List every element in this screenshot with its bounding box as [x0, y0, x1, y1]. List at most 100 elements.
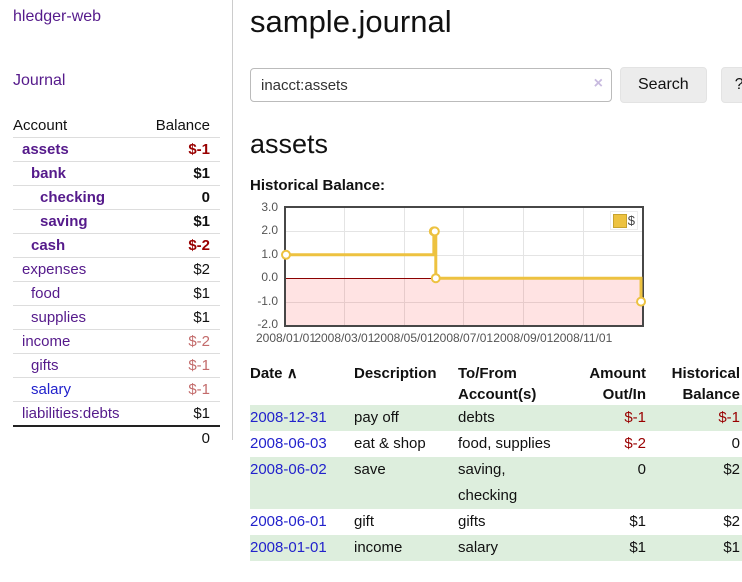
data-point-marker[interactable] — [430, 273, 441, 284]
table-row: income $-2 — [13, 329, 220, 354]
date-link[interactable]: 2008-06-02 — [250, 461, 327, 478]
txn-description: save — [354, 461, 386, 478]
v-gridline — [523, 208, 525, 325]
txn-balance: $1 — [723, 539, 740, 556]
txn-accounts: saving, checking — [458, 461, 518, 504]
data-point-marker[interactable] — [636, 296, 647, 307]
register-header-date[interactable]: Date ∧ — [250, 365, 298, 382]
date-link[interactable]: 2008-12-31 — [250, 409, 327, 426]
main-content: sample.journal × Search ? assets Histori… — [233, 0, 742, 561]
x-axis-tick: 2008/11/01 — [553, 331, 613, 345]
help-button[interactable]: ? — [720, 67, 742, 103]
register-table: Date ∧ Description To/From Account(s) Am… — [250, 363, 742, 561]
txn-balance: $-1 — [718, 409, 740, 426]
accounts-table: Account Balance assets $-1 bank $1 check… — [13, 114, 220, 450]
table-row: 2008-06-03 eat & shop food, supplies $-2… — [250, 431, 742, 457]
x-axis-tick: 2008/05/01 — [373, 331, 434, 345]
table-row: cash $-2 — [13, 233, 220, 258]
account-link-liabilities-debts[interactable]: liabilities:debts — [22, 405, 120, 422]
txn-description: pay off — [354, 409, 399, 426]
y-axis-tick: 1.0 — [261, 246, 278, 261]
v-gridline — [463, 208, 465, 325]
search-button[interactable]: Search — [620, 67, 707, 103]
account-link-supplies[interactable]: supplies — [31, 309, 87, 326]
app-window: hledger-web Journal Account Balance asse… — [0, 0, 742, 561]
account-link-cash[interactable]: cash — [31, 237, 66, 254]
account-balance: $-1 — [142, 353, 220, 378]
txn-amount: $-1 — [624, 409, 646, 426]
table-row: 2008-12-31 pay off debts $-1 $-1 — [250, 405, 742, 431]
account-link-salary[interactable]: salary — [31, 381, 72, 398]
table-row: gifts $-1 — [13, 353, 220, 378]
chart-title: Historical Balance: — [250, 177, 386, 194]
txn-amount: $-2 — [624, 435, 646, 452]
historical-balance-chart[interactable]: $3.0 2.0 1.0 0.0 -1.0 -2.0 2008/01/01 2008/03/0… — [250, 200, 650, 347]
account-balance: $-1 — [142, 377, 220, 402]
x-axis-tick: 2008/01/01 — [255, 331, 317, 345]
account-link-saving[interactable]: saving — [40, 213, 88, 230]
table-row: supplies $1 — [13, 305, 220, 330]
txn-accounts: food, supplies — [458, 435, 551, 452]
account-balance: $1 — [142, 161, 220, 186]
table-row: liabilities:debts $1 — [13, 401, 220, 426]
x-axis-tick: 2008/03/01 — [314, 331, 375, 345]
y-axis-tick: -1.0 — [257, 293, 278, 308]
account-heading: assets — [250, 129, 329, 159]
clear-search-icon[interactable]: × — [593, 75, 603, 92]
account-balance: $-2 — [142, 329, 220, 354]
sidebar-item-journal[interactable]: Journal — [13, 72, 66, 89]
table-row: bank $1 — [13, 161, 220, 186]
account-link-expenses[interactable]: expenses — [22, 261, 87, 278]
accounts-total-row: 0 — [13, 425, 220, 450]
search-box: × — [250, 68, 612, 102]
sidebar-nav: Journal — [13, 72, 232, 90]
account-balance: $1 — [142, 281, 220, 306]
negative-region — [286, 278, 642, 325]
table-row: food $1 — [13, 281, 220, 306]
register-header-amount: Amount Out/In — [589, 365, 646, 403]
account-link-bank[interactable]: bank — [31, 165, 67, 182]
date-link[interactable]: 2008-06-03 — [250, 435, 327, 452]
y-axis-tick: 3.0 — [261, 200, 278, 214]
brand-link[interactable]: hledger-web — [13, 8, 102, 25]
data-point-marker[interactable] — [429, 226, 440, 237]
page-title: sample.journal — [250, 4, 452, 39]
accounts-header-account: Account — [13, 117, 68, 134]
account-balance: $-2 — [142, 233, 220, 258]
txn-accounts: debts — [458, 409, 495, 426]
register-header-row: Date ∧ Description To/From Account(s) Am… — [250, 363, 742, 405]
account-balance: $-1 — [142, 137, 220, 162]
date-link[interactable]: 2008-01-01 — [250, 539, 327, 556]
account-link-checking[interactable]: checking — [40, 189, 106, 206]
txn-balance: $2 — [723, 513, 740, 530]
account-link-gifts[interactable]: gifts — [31, 357, 59, 374]
table-row: assets $-1 — [13, 137, 220, 162]
account-balance: 0 — [142, 185, 220, 210]
data-point-marker[interactable] — [281, 249, 291, 260]
chart-plot-area: $ — [281, 206, 647, 327]
accounts-header-balance: Balance — [155, 117, 210, 134]
account-link-assets[interactable]: assets — [22, 141, 69, 158]
series-line — [286, 229, 643, 302]
table-row: saving $1 — [13, 209, 220, 234]
account-link-income[interactable]: income — [22, 333, 71, 350]
y-axis-tick: 2.0 — [261, 223, 278, 238]
sort-asc-icon: ∧ — [286, 365, 298, 382]
v-gridline — [344, 208, 346, 325]
chart-legend: $ — [609, 211, 638, 230]
date-link[interactable]: 2008-06-01 — [250, 513, 327, 530]
search-input[interactable] — [250, 68, 612, 102]
table-row: 2008-06-01 gift gifts $1 $2 — [250, 509, 742, 535]
table-row: salary $-1 — [13, 377, 220, 402]
series-layer — [281, 226, 647, 307]
table-row: expenses $2 — [13, 257, 220, 282]
account-link-food[interactable]: food — [31, 285, 61, 302]
register-header-balance: Historical Balance — [671, 365, 740, 403]
y-axis-tick: -2.0 — [257, 317, 278, 331]
account-balance: $1 — [142, 401, 220, 426]
sidebar: hledger-web Journal Account Balance asse… — [0, 0, 233, 450]
register-header-accounts: To/From Account(s) — [458, 365, 537, 403]
y-axis-tick: 0.0 — [261, 270, 278, 285]
table-row: checking 0 — [13, 185, 220, 210]
v-gridline — [582, 208, 584, 325]
